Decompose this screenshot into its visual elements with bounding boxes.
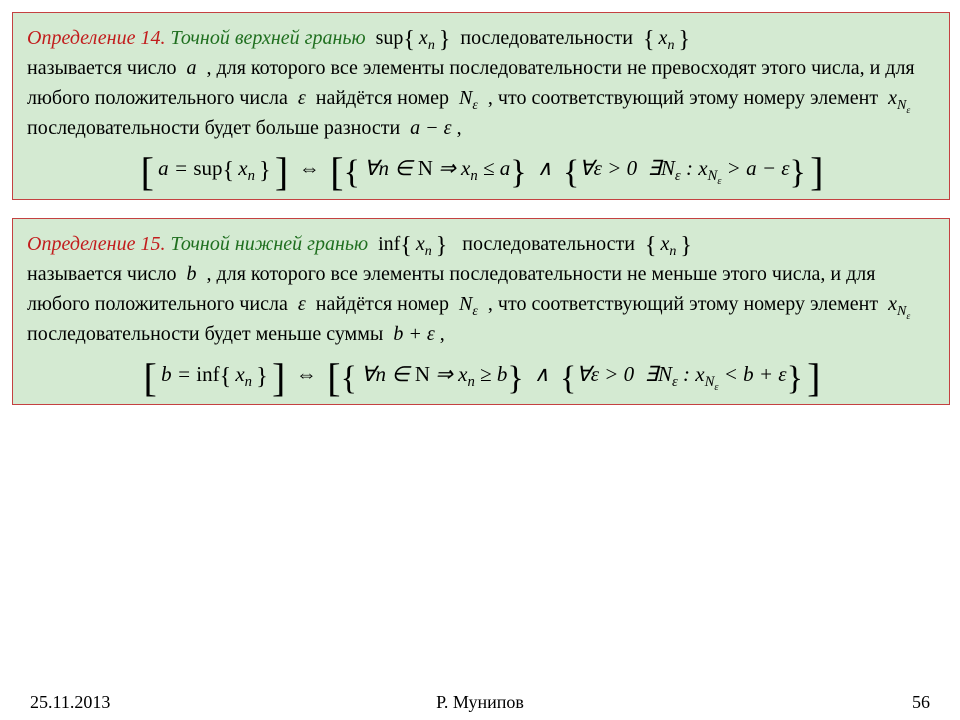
def14-diff: a − ε [410,117,451,139]
def14-t6: последовательности будет больше разности [27,117,400,139]
def14-xNe: xNε [888,87,910,109]
def14-number: Определение 14. [27,27,165,49]
definition-14-box: Определение 14. Точной верхней гранью su… [12,12,950,200]
def14-sup-seq: sup{ xn } [376,27,451,49]
definition-15-box: Определение 15. Точной нижней гранью inf… [12,218,950,406]
def15-seq2: { xn } [645,233,692,255]
def14-t1: последовательности [460,27,633,49]
def15-Neps: Nε [459,293,478,315]
def15-t4: найдётся номер [316,293,449,315]
def14-term: Точной верхней гранью [170,27,365,49]
slide: Определение 14. Точной верхней гранью su… [0,0,960,720]
footer-page: 56 [912,692,930,713]
def14-formula: [ a = sup{ xn } ] ⇔ [{ ∀n ∈ N ⇒ xn ≤ a} … [27,153,937,185]
def15-term: Точной нижней гранью [170,233,368,255]
def14-t4: найдётся номер [316,87,449,109]
def14-t5: , что соответствующий этому номеру элеме… [488,87,878,109]
def15-xNe: xNε [888,293,910,315]
def15-formula: [ b = inf{ xn } ] ⇔ [{ ∀n ∈ N ⇒ xn ≥ b} … [27,359,937,391]
def15-number: Определение 15. [27,233,165,255]
def15-b: b [187,263,197,285]
def14-Neps: Nε [459,87,478,109]
def14-seq2: { xn } [643,27,690,49]
def15-t1: последовательности [462,233,635,255]
def14-a: a [187,57,197,79]
def15-inf-seq: inf{ xn } [378,233,447,255]
def15-t6: последовательности будет меньше суммы [27,323,383,345]
def15-t2: называется число [27,263,177,285]
def15-t5: , что соответствующий этому номеру элеме… [488,293,878,315]
def14-eps: ε [298,87,306,109]
def15-eps: ε [298,293,306,315]
def14-t2: называется число [27,57,177,79]
def15-sum: b + ε [393,323,434,345]
footer-author: Р. Мунипов [0,692,960,713]
